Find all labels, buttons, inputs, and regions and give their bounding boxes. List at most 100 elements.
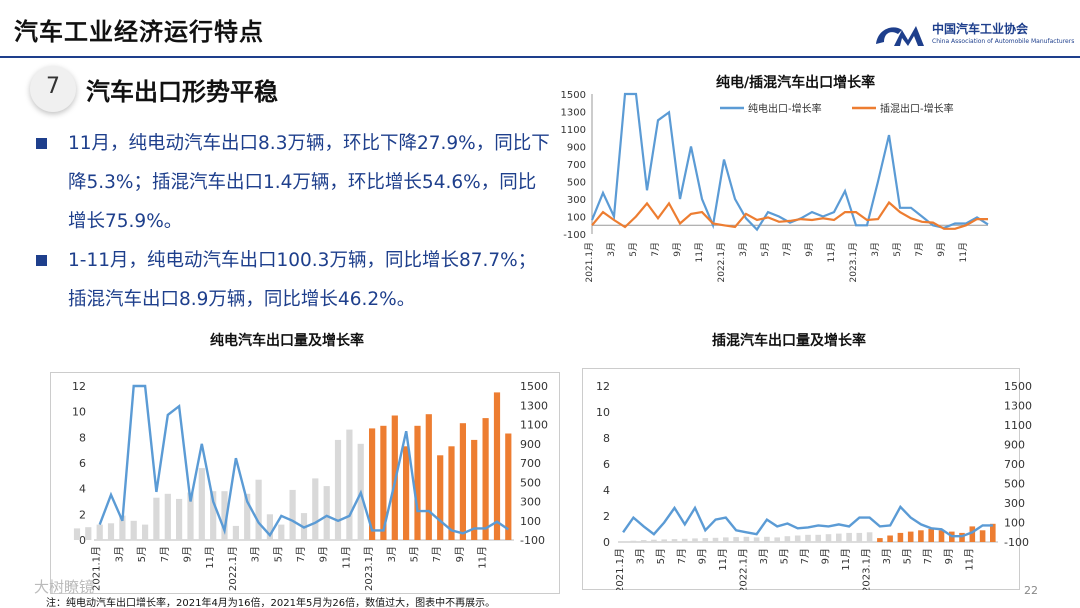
volume-bar xyxy=(425,414,432,540)
volume-bar xyxy=(448,446,455,540)
title-bar: 汽车工业经济运行特点 中国汽车工业协会 China Association of… xyxy=(0,0,1080,56)
volume-bar xyxy=(846,532,852,542)
x-tick-label: 3月 xyxy=(881,548,893,564)
volume-bar xyxy=(640,540,647,542)
volume-bar xyxy=(312,478,319,540)
volume-bar xyxy=(661,539,667,542)
chart-title: 纯电汽车出口量及增长率 xyxy=(210,333,364,349)
x-tick-label: 9月 xyxy=(181,546,193,562)
volume-bar xyxy=(482,418,489,540)
x-tick-label: 11月 xyxy=(204,546,216,569)
legend-label: 插混出口-增长率 xyxy=(880,102,954,115)
x-tick-label: 5月 xyxy=(628,242,639,257)
volume-bar xyxy=(107,523,115,540)
y-right-tick-label: 500 xyxy=(520,476,541,489)
bullet-square-icon xyxy=(36,255,47,266)
y-right-tick-label: 1100 xyxy=(520,419,548,432)
x-tick-label: 3月 xyxy=(113,546,125,562)
x-tick-label: 9月 xyxy=(318,546,330,562)
y-right-tick-label: 500 xyxy=(1004,478,1025,491)
y-tick-label: 700 xyxy=(567,160,586,171)
volume-bar xyxy=(815,534,821,542)
volume-bar xyxy=(897,532,904,542)
section-number: 7 xyxy=(46,74,60,99)
volume-bar xyxy=(244,493,251,540)
x-tick-label: 5月 xyxy=(655,548,667,564)
bullet-item: 11月，纯电动汽车出口8.3万辆，环比下降27.9%，同比下降5.3%；插混汽车… xyxy=(34,124,554,241)
volume-bar xyxy=(856,532,863,542)
volume-bar xyxy=(723,537,729,542)
section-number-badge: 7 xyxy=(30,66,76,112)
volume-bar xyxy=(369,428,376,540)
volume-bar xyxy=(493,392,501,540)
volume-bar xyxy=(323,486,330,540)
x-tick-label: 3月 xyxy=(250,546,262,562)
x-tick-label: 9月 xyxy=(820,548,832,564)
y-left-tick-label: 10 xyxy=(72,406,86,419)
series-line xyxy=(590,92,989,232)
volume-bar xyxy=(471,439,478,540)
volume-bar xyxy=(805,534,811,542)
volume-bar xyxy=(907,531,914,542)
chart-frame xyxy=(582,368,1020,590)
volume-bar xyxy=(681,538,688,543)
chart-title: 纯电/插混汽车出口增长率 xyxy=(716,75,876,91)
x-tick-label: 7月 xyxy=(914,242,925,257)
volume-bar xyxy=(380,425,387,540)
x-tick-label: 11月 xyxy=(963,548,975,571)
volume-bar xyxy=(130,520,137,541)
x-tick-label: 5月 xyxy=(778,548,790,564)
y-right-tick-label: 900 xyxy=(1004,439,1025,452)
volume-bar xyxy=(959,532,965,542)
volume-bar xyxy=(85,527,92,540)
y-right-tick-label: 700 xyxy=(1004,458,1025,471)
x-tick-label: 2021.1月 xyxy=(614,548,626,590)
volume-bar xyxy=(210,491,217,540)
y-right-tick-label: -100 xyxy=(1004,536,1029,549)
y-left-tick-label: 0 xyxy=(603,536,610,549)
x-tick-label: 3月 xyxy=(386,546,398,562)
bev-export-chart: 纯电汽车出口量及增长率 12 10 8 6 4 2 0 1500 1300 1100 900 700 5… xyxy=(40,324,560,594)
x-tick-label: 7月 xyxy=(782,242,793,257)
volume-bar xyxy=(289,489,296,540)
x-tick-label: 2022.1月 xyxy=(716,242,727,283)
x-tick-label: 7月 xyxy=(799,548,811,564)
volume-bar xyxy=(278,524,285,540)
volume-bar xyxy=(794,535,801,542)
y-right-tick-label: 100 xyxy=(1004,517,1025,530)
chart-title: 插混汽车出口量及增长率 xyxy=(712,333,866,349)
bullet-item: 1-11月，纯电动汽车出口100.3万辆，同比增长87.7%；插混汽车出口8.9… xyxy=(34,241,554,319)
x-tick-label: 5月 xyxy=(892,242,903,257)
volume-bar xyxy=(938,530,945,542)
volume-bar xyxy=(712,537,719,542)
x-tick-label: 9月 xyxy=(936,242,947,257)
x-tick-label: 2023.1月 xyxy=(363,546,375,591)
y-tick-label: -100 xyxy=(563,230,586,241)
volume-bar xyxy=(414,425,421,540)
volume-bar xyxy=(505,433,512,540)
legend-label: 纯电出口-增长率 xyxy=(748,102,822,115)
volume-bar xyxy=(142,524,149,540)
volume-bar xyxy=(153,497,160,540)
y-tick-label: 100 xyxy=(567,213,586,224)
x-tick-label: 3月 xyxy=(606,242,617,257)
y-left-tick-label: 4 xyxy=(603,484,610,497)
volume-bar xyxy=(753,537,760,542)
y-left-tick-label: 12 xyxy=(596,380,610,393)
series-line xyxy=(591,200,988,230)
y-right-tick-label: 100 xyxy=(520,515,541,528)
y-left-tick-label: 2 xyxy=(79,508,86,521)
volume-bar xyxy=(221,491,228,540)
y-left-tick-label: 8 xyxy=(79,431,86,444)
x-tick-label: 5月 xyxy=(409,546,421,562)
watermark: 大树瞭镜 xyxy=(34,578,95,596)
volume-bar xyxy=(764,536,770,542)
y-left-tick-label: 2 xyxy=(603,510,610,523)
x-tick-label: 7月 xyxy=(650,242,661,257)
x-tick-label: 11月 xyxy=(840,548,852,571)
y-right-tick-label: -100 xyxy=(520,534,545,547)
y-right-tick-label: 1500 xyxy=(1004,380,1032,393)
growth-rate-chart: 纯电/插混汽车出口增长率 1500 1300 1100 900 700 500 300 100… xyxy=(548,64,1000,310)
logo-text-en: China Association of Automobile Manufact… xyxy=(932,38,1075,45)
y-right-tick-label: 1500 xyxy=(520,380,548,393)
